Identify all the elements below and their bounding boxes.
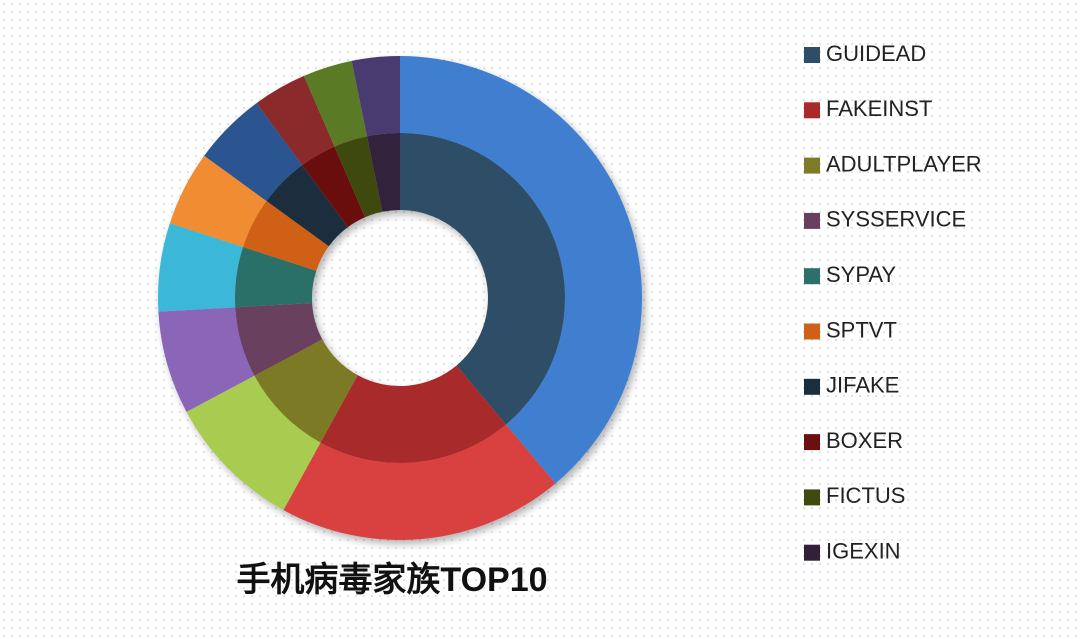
legend-label: GUIDEAD — [826, 41, 926, 66]
inner-wedge — [254, 339, 358, 443]
legend-label: ADULTPLAYER — [826, 151, 982, 176]
legend-label: SPTVT — [826, 317, 897, 342]
legend-label: FAKEINST — [826, 96, 932, 121]
inner-wedge — [334, 136, 383, 218]
inner-wedge — [320, 365, 506, 463]
inner-wedge — [243, 201, 329, 271]
outer-wedge — [256, 75, 335, 166]
legend-swatch — [804, 268, 820, 285]
inner-wedge — [302, 146, 366, 228]
legend-swatch — [804, 323, 820, 340]
legend-swatch — [804, 157, 820, 174]
legend-label: JIFAKE — [826, 373, 899, 398]
legend-swatch — [804, 212, 820, 229]
legend-label: FICTUS — [826, 483, 905, 508]
legend: GUIDEAD FAKEINST ADULTPLAYER SYSSERVICE SYPA… — [804, 41, 982, 564]
legend-swatch — [804, 544, 820, 561]
outer-wedge — [204, 103, 303, 202]
inner-wedge — [266, 165, 348, 247]
legend-swatch — [804, 378, 820, 395]
legend-label: SYPAY — [826, 262, 896, 287]
legend-label: SYSSERVICE — [826, 207, 966, 232]
outer-wedge — [283, 424, 556, 540]
doughnut — [158, 56, 642, 540]
legend-label: BOXER — [826, 428, 903, 453]
inner-wedge — [400, 133, 565, 425]
outer-wedge — [400, 56, 642, 484]
outer-wedge — [186, 375, 321, 511]
outer-wedge — [158, 307, 255, 412]
inner-wedge — [235, 302, 323, 376]
legend-swatch — [804, 47, 820, 63]
outer-wedge — [158, 223, 244, 312]
legend-swatch — [804, 489, 820, 506]
legend-swatch — [804, 102, 820, 119]
outer-wedge — [169, 155, 267, 248]
inner-wedge — [367, 133, 400, 212]
chart-title: 手机病毒家族TOP10 — [236, 561, 547, 599]
legend-label: IGEXIN — [826, 539, 901, 564]
legend-swatch — [804, 434, 820, 451]
inner-wedge — [235, 247, 317, 308]
outer-wedge — [351, 56, 400, 137]
outer-wedge — [303, 60, 368, 147]
